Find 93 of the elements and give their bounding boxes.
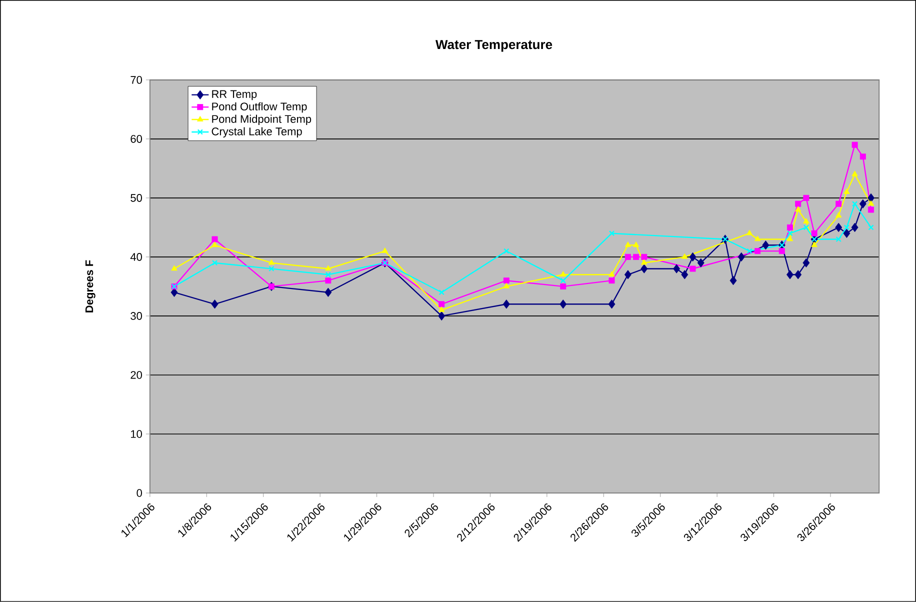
point (868, 200, 874, 206)
point (794, 270, 802, 280)
point (852, 170, 858, 176)
point (851, 222, 858, 232)
point (640, 264, 648, 274)
point (802, 258, 810, 268)
point (171, 265, 178, 271)
point (836, 200, 842, 207)
point (632, 242, 640, 248)
point (682, 253, 688, 259)
point (633, 254, 640, 260)
legend-label: Crystal Lake Temp (212, 127, 302, 138)
point (212, 236, 218, 242)
point (382, 247, 388, 253)
point (560, 283, 566, 290)
point (852, 201, 858, 207)
point (811, 230, 818, 236)
point (608, 300, 616, 309)
point (786, 270, 794, 280)
point (746, 248, 752, 254)
y-tick-label: 20 (130, 371, 142, 379)
point (503, 278, 510, 284)
point (503, 282, 510, 288)
point (641, 259, 648, 265)
point (212, 242, 218, 248)
point (859, 199, 866, 208)
point (786, 224, 793, 230)
point (502, 300, 510, 309)
point (803, 224, 810, 230)
point (438, 306, 445, 312)
point (738, 252, 745, 262)
legend-label: Pond Outflow Temp (212, 102, 307, 113)
point (803, 194, 810, 201)
point (786, 236, 794, 242)
point (212, 260, 218, 266)
point (868, 193, 874, 203)
point (438, 301, 445, 308)
point (697, 258, 704, 268)
point (608, 271, 615, 277)
point (324, 288, 332, 297)
point (844, 188, 850, 194)
point (624, 254, 631, 260)
point (844, 224, 850, 230)
point (795, 200, 802, 207)
point (608, 278, 615, 284)
point (689, 252, 696, 262)
point (811, 242, 818, 248)
point (681, 270, 688, 280)
point (560, 278, 566, 284)
point (268, 259, 275, 265)
point (438, 290, 444, 296)
point (641, 254, 648, 260)
point (778, 248, 785, 254)
point (690, 266, 696, 272)
y-tick-label: 50 (130, 194, 142, 202)
point (325, 278, 332, 284)
point (624, 242, 632, 248)
point (836, 236, 842, 242)
point (624, 270, 632, 280)
point (608, 230, 615, 236)
y-tick-label: 40 (130, 253, 142, 261)
point (268, 266, 274, 272)
point (843, 228, 850, 238)
point (868, 206, 874, 213)
y-tick-label: 30 (130, 312, 142, 320)
legend-label: RR Temp (212, 90, 257, 100)
point (794, 206, 802, 212)
point (787, 230, 793, 236)
point (560, 300, 567, 309)
point (754, 236, 761, 242)
point (835, 212, 842, 218)
point (438, 311, 446, 321)
y-tick-label: 0 (136, 489, 142, 497)
point (803, 218, 810, 224)
y-tick-label: 70 (130, 76, 142, 84)
point (762, 240, 770, 250)
point (860, 154, 866, 160)
point (560, 271, 566, 277)
point (754, 248, 761, 254)
point (730, 276, 737, 286)
point (746, 230, 753, 236)
point (325, 265, 332, 271)
y-axis-title: Degrees F (85, 260, 96, 312)
point (852, 142, 858, 148)
chart-title: Water Temperature (436, 40, 552, 52)
point (325, 272, 332, 278)
point (835, 222, 842, 232)
point (211, 300, 218, 309)
y-tick-label: 10 (131, 430, 142, 438)
point (504, 248, 510, 254)
legend-label: Pond Midpoint Temp (212, 114, 312, 126)
y-tick-label: 60 (130, 135, 142, 143)
point (673, 264, 680, 274)
